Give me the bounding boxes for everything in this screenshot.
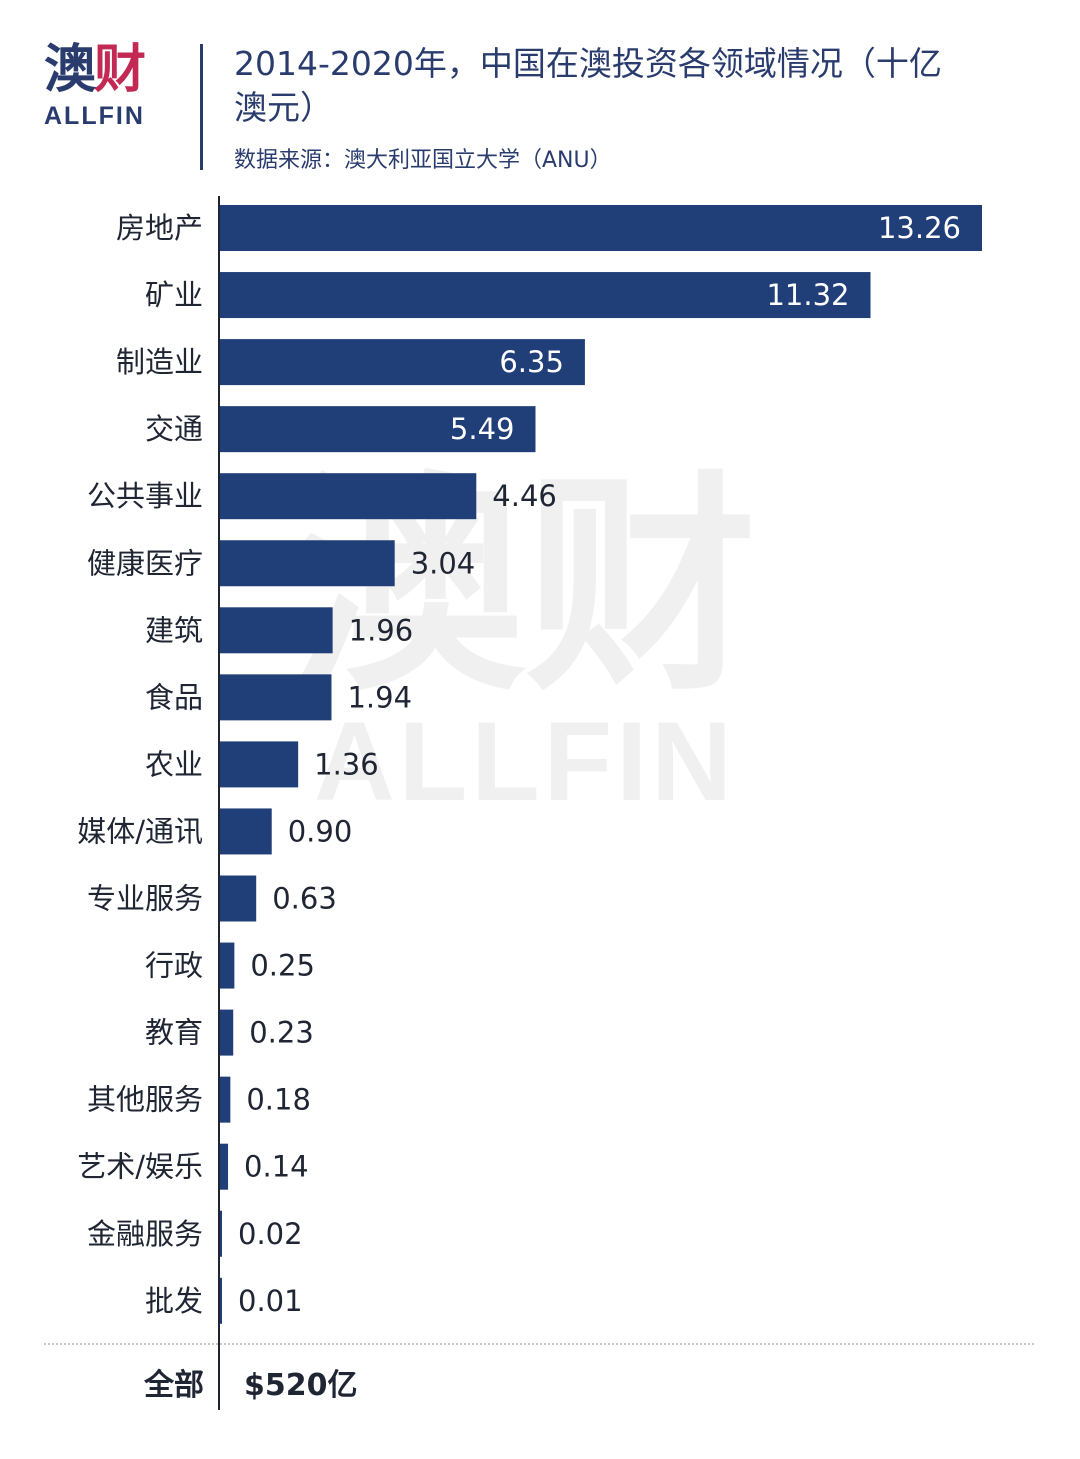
data-label: 4.46 <box>492 479 557 513</box>
data-label: 0.14 <box>244 1150 309 1184</box>
category-label: 制造业 <box>116 345 203 379</box>
logo-char: 财 <box>94 40 146 100</box>
category-label: 健康医疗 <box>87 546 203 580</box>
data-label: 0.90 <box>288 814 353 848</box>
category-label: 交通 <box>145 412 203 446</box>
data-label: 6.35 <box>499 345 564 379</box>
category-label: 专业服务 <box>87 882 203 916</box>
data-label: 0.02 <box>238 1217 303 1251</box>
bar <box>220 1009 234 1056</box>
logo-chinese-text: 澳财 <box>44 40 162 100</box>
data-label: 5.49 <box>450 412 515 446</box>
bar <box>220 1076 231 1123</box>
category-label: 房地产 <box>116 211 203 245</box>
bar <box>220 1143 229 1190</box>
total-axis-line <box>218 1348 220 1410</box>
bar <box>220 473 477 520</box>
category-label: 建筑 <box>145 613 203 647</box>
category-label: 矿业 <box>145 278 203 312</box>
data-label: 13.26 <box>878 211 961 245</box>
bar <box>220 942 235 989</box>
data-label: 0.63 <box>272 882 337 916</box>
data-label: 1.36 <box>314 747 379 781</box>
category-label: 教育 <box>145 1016 203 1050</box>
category-label: 其他服务 <box>87 1083 203 1117</box>
logo-char: 澳 <box>44 40 96 100</box>
data-source-note: 数据来源：澳大利亚国立大学（ANU） <box>234 148 612 173</box>
bar <box>220 205 982 251</box>
data-label: 1.94 <box>347 680 412 714</box>
data-label: 1.96 <box>349 613 414 647</box>
data-label: 0.23 <box>249 1016 314 1050</box>
category-label: 媒体/通讯 <box>77 814 203 848</box>
bar <box>220 339 585 386</box>
data-label: 0.18 <box>246 1083 311 1117</box>
bar-chart-svg: 房地产 13.26 矿业 11.32 制造业 6.35 交通 5.49 公共事业 4.46 健康医疗… <box>77 196 982 1350</box>
bar <box>220 741 299 788</box>
bar-chart: 房地产 13.26 矿业 11.32 制造业 6.35 交通 5.49 公共事业 4.46 健康医疗… <box>0 190 1080 1350</box>
category-label: 行政 <box>145 949 203 983</box>
category-label: 艺术/娱乐 <box>77 1150 203 1184</box>
chart-title: 2014-2020年，中国在澳投资各领域情况（十亿澳元） <box>234 44 942 127</box>
bar <box>220 1277 222 1324</box>
header-divider <box>200 44 203 170</box>
data-label: 0.01 <box>238 1284 303 1318</box>
total-value: $520亿 <box>244 1368 358 1403</box>
data-label: 0.25 <box>250 949 315 983</box>
data-label: 3.04 <box>411 546 476 580</box>
bar <box>220 540 395 587</box>
bar <box>220 808 272 855</box>
brand-logo: 澳财 ALLFIN <box>44 40 162 131</box>
logo-english-text: ALLFIN <box>44 102 145 130</box>
bar <box>220 272 871 319</box>
bar <box>220 1210 222 1257</box>
bar <box>220 607 333 654</box>
category-label: 公共事业 <box>87 479 203 513</box>
category-label: 食品 <box>145 680 203 714</box>
bar <box>220 875 257 922</box>
total-divider <box>44 1343 1034 1345</box>
bar <box>220 406 536 453</box>
category-label: 金融服务 <box>87 1217 203 1251</box>
total-label: 全部 <box>144 1368 204 1403</box>
bar <box>220 674 332 721</box>
category-label: 批发 <box>145 1284 203 1318</box>
data-label: 11.32 <box>766 278 849 312</box>
category-label: 农业 <box>145 747 203 781</box>
